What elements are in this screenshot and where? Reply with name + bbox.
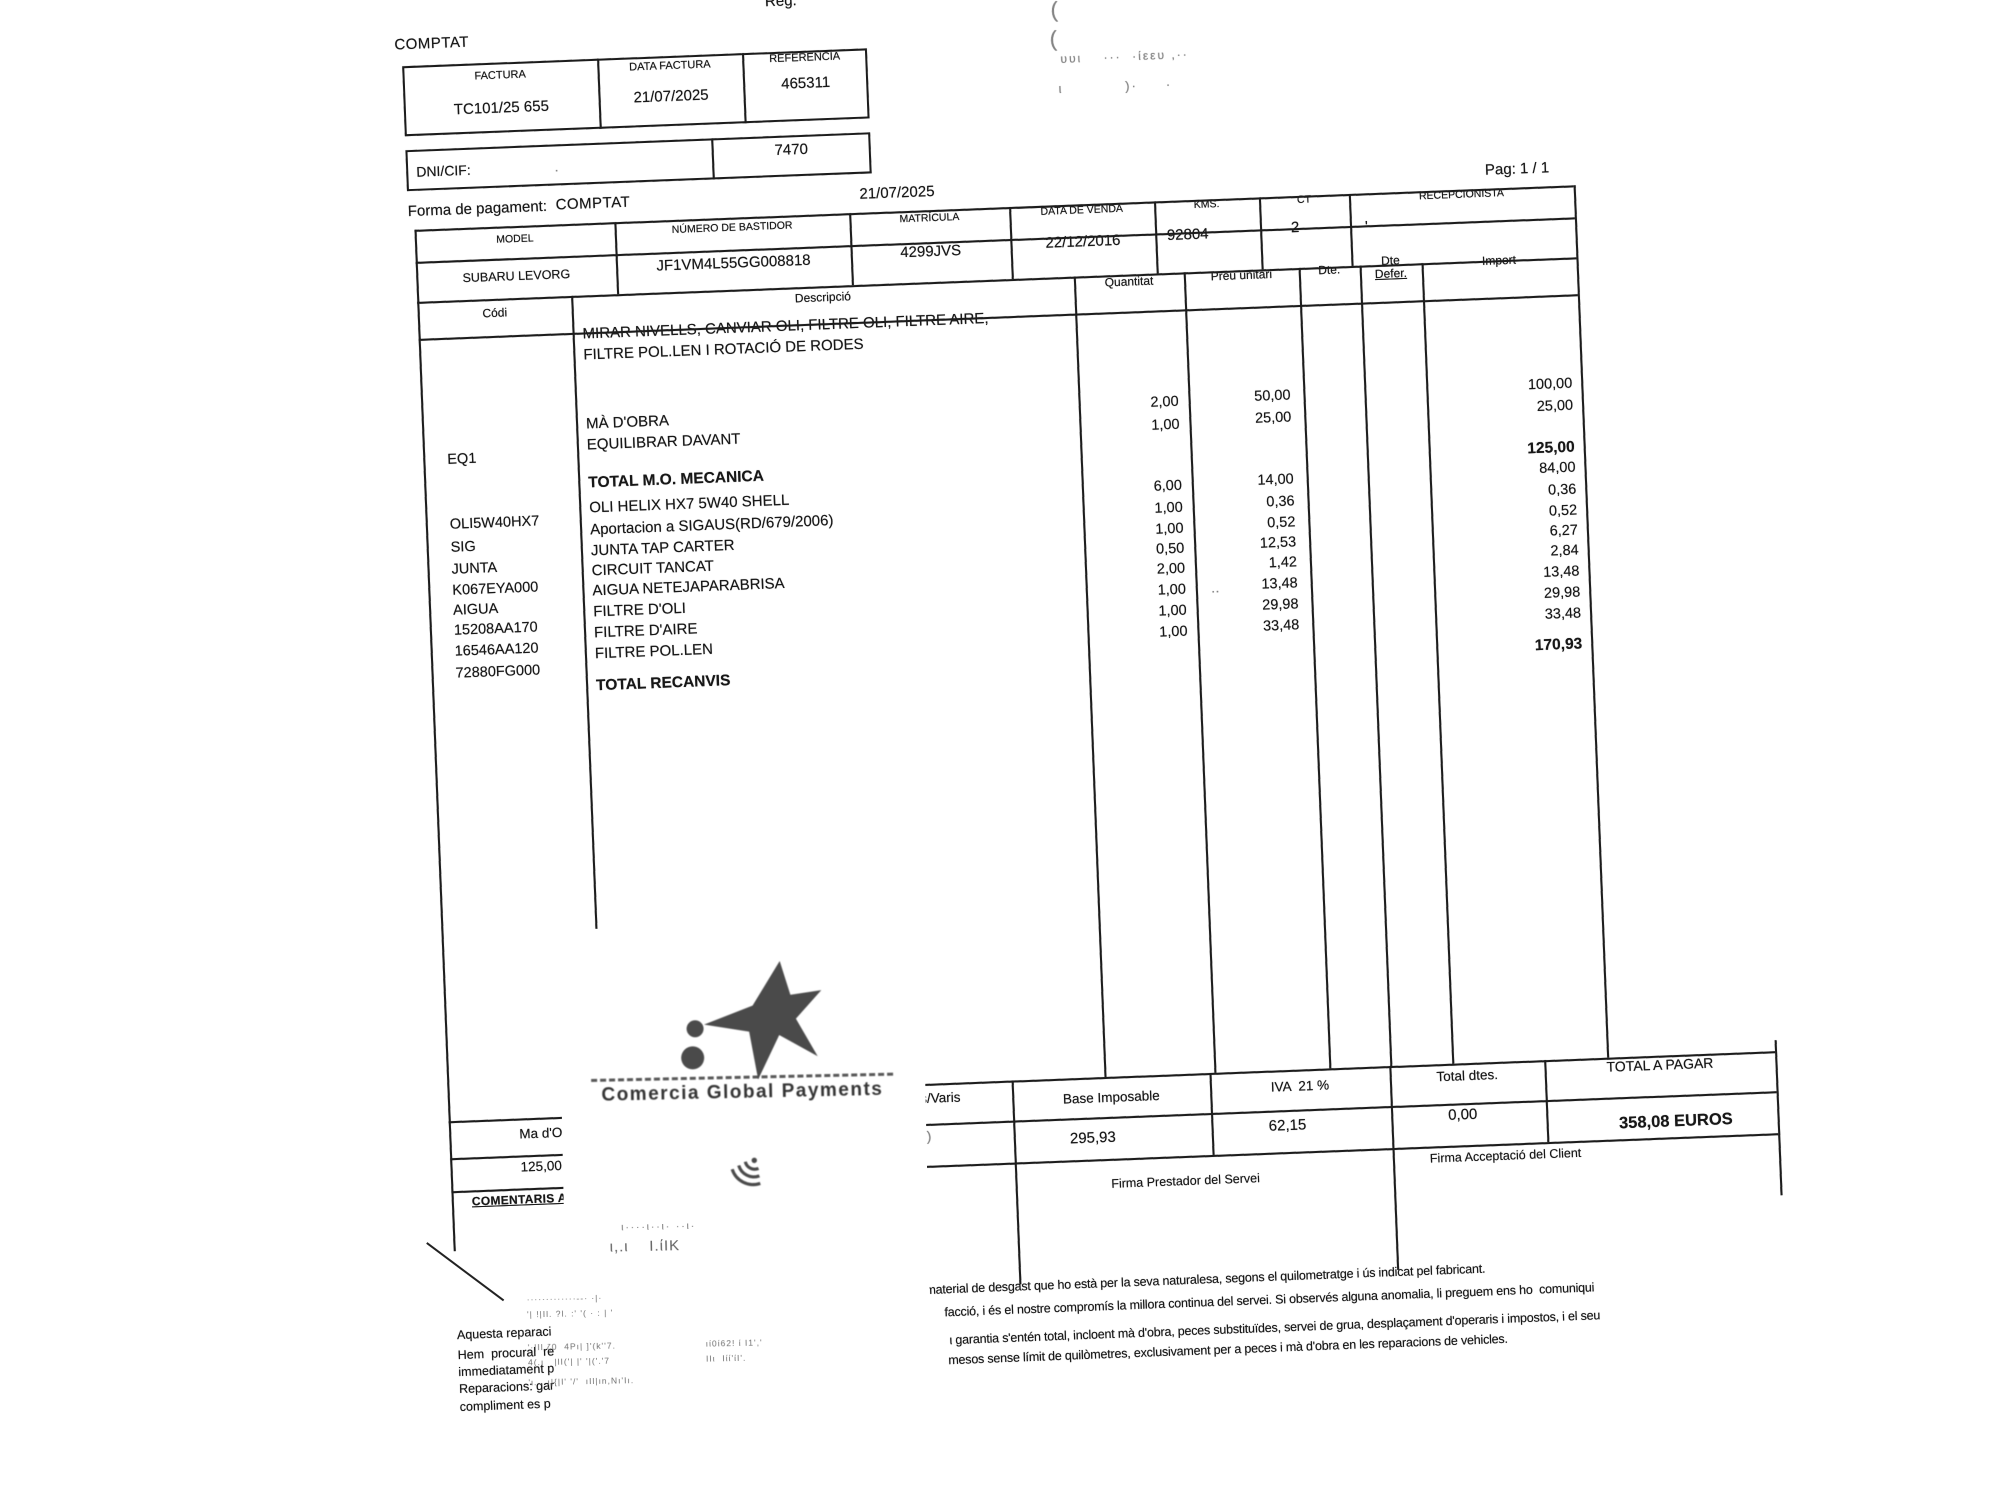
item-amount: 33,48 bbox=[1544, 605, 1582, 623]
grid-line bbox=[1389, 1066, 1400, 1270]
item-unit-price: 0,36 bbox=[1266, 493, 1295, 511]
receipt-address-line: '·|Il ζ0 4Pı| ]'(k''7. bbox=[527, 1340, 617, 1353]
iva-label: IVA 21 % bbox=[1270, 1077, 1330, 1095]
total-discounts-label: Total dtes. bbox=[1436, 1066, 1499, 1085]
total-amount: 358,08 bbox=[1618, 1112, 1670, 1132]
item-amount: 25,00 bbox=[1536, 397, 1574, 415]
receipt-overlay: Comercia Global Payments ι····ι··ι· ··ι·… bbox=[445, 922, 936, 1452]
scan-artifact-dots: ‥ bbox=[1210, 580, 1220, 596]
item-amount: 170,93 bbox=[1534, 635, 1583, 655]
base-imposable-label: Base Imposable bbox=[1062, 1087, 1160, 1107]
total-currency: EUROS bbox=[1673, 1109, 1734, 1130]
item-unit-price: 13,48 bbox=[1261, 575, 1299, 593]
item-unit-price: 14,00 bbox=[1257, 471, 1295, 489]
receptionist-mark: ' bbox=[1364, 218, 1369, 236]
caixa-star-icon bbox=[681, 960, 822, 1080]
item-quantity: 6,00 bbox=[1153, 477, 1183, 495]
item-unit-price: 29,98 bbox=[1261, 596, 1299, 614]
item-quantity: 1,00 bbox=[1151, 416, 1180, 434]
item-unit-price: 33,48 bbox=[1262, 617, 1300, 635]
receipt-reference-line: ıί0ί62! ί Ι1',' bbox=[705, 1337, 763, 1349]
item-code: SIG bbox=[450, 538, 477, 556]
item-code: OLI5W40HX7 bbox=[449, 513, 540, 533]
grid-line bbox=[1359, 265, 1393, 1067]
item-unit-price: 1,42 bbox=[1268, 554, 1298, 572]
firma-client-label: Firma Acceptació del Client bbox=[1429, 1145, 1582, 1166]
item-code: 16546AA120 bbox=[454, 640, 539, 660]
receipt-faded-text: ι,.ι Ι.ίΙΚ bbox=[609, 1237, 681, 1256]
item-description: TOTAL RECANVIS bbox=[595, 672, 731, 695]
contactless-icon bbox=[730, 1157, 761, 1187]
item-quantity: 2,00 bbox=[1150, 393, 1179, 411]
receipt-reference-line: IΙι Ιίί'ίΙ'. bbox=[705, 1352, 747, 1364]
item-quantity: 1,00 bbox=[1154, 499, 1184, 517]
items-amount-column: 100,00 25,00 125,00 84,00 0,36 0,52 6,27 2,84 13… bbox=[1408, 0, 1598, 1068]
receipt-address-line: 4(.ı |lI('| |' '|('.'7 bbox=[527, 1355, 611, 1368]
item-quantity: 2,00 bbox=[1156, 560, 1186, 578]
item-quantity: 1,00 bbox=[1157, 581, 1187, 599]
firma-prestador-label: Firma Prestador del Servei bbox=[1111, 1171, 1261, 1191]
item-code: 72880FG000 bbox=[455, 662, 541, 682]
item-quantity: 1,00 bbox=[1158, 602, 1187, 620]
receipt-address-line: '| !|Il. ?l. :' '( · : | ' bbox=[526, 1307, 614, 1320]
base-imposable-value: 295,93 bbox=[1069, 1128, 1117, 1148]
receipt-faded-text: ι····ι··ι· ··ι· bbox=[621, 1220, 697, 1234]
receipt-address-line: ·············--· ·|· bbox=[526, 1292, 603, 1305]
item-quantity: 1,00 bbox=[1158, 623, 1188, 641]
item-unit-price: 50,00 bbox=[1253, 387, 1291, 405]
item-unit-price: 25,00 bbox=[1254, 409, 1292, 427]
items-header-discount-deferred-2: Defer. bbox=[1374, 265, 1408, 282]
iva-value: 62,15 bbox=[1268, 1116, 1307, 1135]
grid-line bbox=[1011, 1080, 1022, 1285]
item-code: EQ1 bbox=[447, 450, 477, 468]
